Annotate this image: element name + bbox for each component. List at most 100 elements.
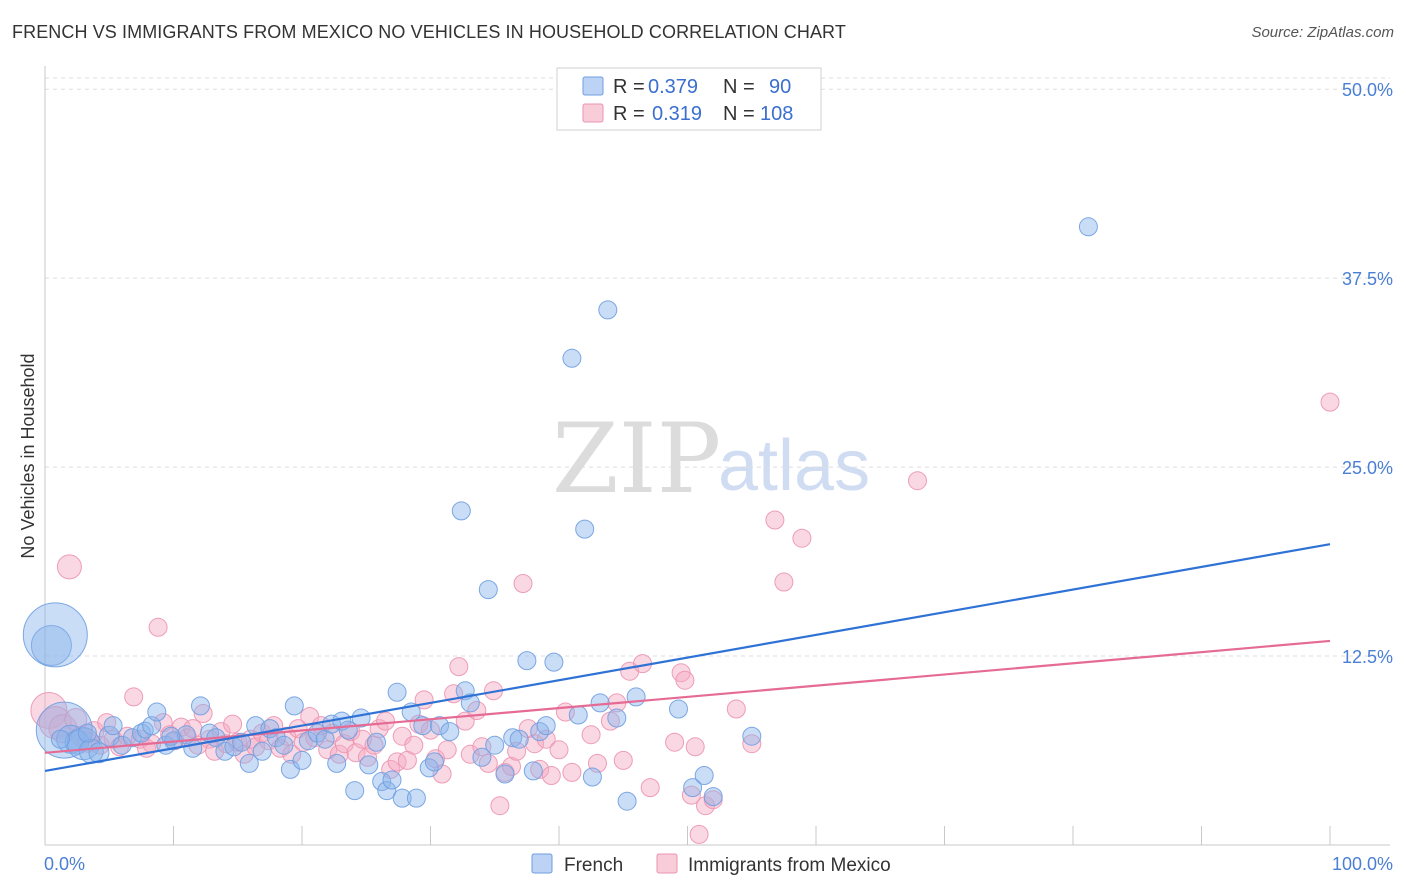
mexico-point: [502, 756, 521, 776]
x-tick-label-0: 0.0%: [44, 854, 85, 874]
mexico-point: [681, 785, 701, 805]
mexico-point: [689, 824, 709, 844]
mexico-point: [148, 617, 168, 637]
french-point: [284, 696, 304, 716]
mexico-point: [205, 741, 225, 761]
french-point: [626, 687, 646, 707]
french-point: [562, 348, 582, 368]
french-point: [22, 602, 88, 668]
french-point: [472, 747, 492, 767]
mexico-point: [536, 729, 556, 749]
mexico-point: [358, 747, 377, 767]
bottom-legend-swatch-mexico: [656, 853, 678, 874]
mexico-point: [640, 778, 660, 798]
series-mexico-points: [30, 392, 1340, 844]
x-tick-label-1: 100.0%: [1332, 854, 1393, 874]
trend-line-french: [44, 543, 1331, 773]
watermark-zip: ZIP: [552, 403, 721, 515]
mexico-point: [765, 510, 785, 530]
legend-r-label-mexico: R =: [613, 103, 645, 125]
french-point: [536, 716, 556, 736]
french-point: [274, 735, 294, 755]
french-point: [147, 702, 167, 722]
mexico-point: [742, 734, 762, 754]
y-tick-label-0: 12.5%: [1342, 647, 1393, 667]
bottom-legend-swatch-french: [531, 853, 553, 874]
mexico-point: [90, 735, 110, 755]
legend: R = 0.379 N = 90 R = 0.319 N = 108: [556, 67, 822, 131]
french-point: [252, 741, 272, 761]
french-point: [327, 753, 347, 773]
mexico-point: [792, 528, 812, 548]
french-point: [50, 729, 70, 749]
french-point: [440, 722, 460, 742]
french-point: [607, 708, 627, 728]
french-point: [103, 716, 123, 736]
french-point: [451, 501, 471, 521]
french-point: [292, 750, 312, 770]
french-point: [485, 735, 505, 755]
mexico-point: [223, 714, 243, 734]
legend-r-label-french: R =: [613, 76, 645, 98]
legend-n-label-french: N =: [723, 76, 755, 98]
mexico-point: [774, 572, 794, 592]
y-tick-label-1: 25.0%: [1342, 458, 1393, 478]
legend-r-value-french: 0.379: [648, 76, 698, 98]
watermark-atlas: atlas: [718, 426, 870, 506]
chart-source: Source: ZipAtlas.com: [1251, 24, 1394, 41]
bottom-legend: French Immigrants from Mexico: [531, 853, 891, 876]
legend-swatch-french: [582, 76, 604, 96]
y-tick-labels: 12.5% 25.0% 37.5% 50.0%: [1342, 80, 1393, 667]
mexico-point: [490, 796, 510, 816]
french-point: [430, 716, 449, 736]
bottom-legend-label-mexico: Immigrants from Mexico: [688, 855, 891, 876]
y-tick-label-2: 37.5%: [1342, 269, 1393, 289]
french-point: [617, 791, 637, 811]
mexico-point: [513, 574, 533, 593]
french-point: [509, 729, 529, 749]
mexico-point: [525, 734, 545, 754]
mexico-point: [193, 704, 213, 723]
mexico-point: [124, 687, 144, 707]
mexico-point: [581, 725, 601, 745]
mexico-point: [685, 737, 705, 757]
french-point: [382, 770, 402, 790]
french-point: [742, 726, 762, 746]
french-point: [67, 727, 100, 761]
legend-n-value-mexico: 108: [760, 103, 793, 125]
x-tick-labels: 0.0% 100.0%: [44, 854, 1393, 874]
legend-swatch-mexico: [582, 103, 604, 123]
chart-title: FRENCH VS IMMIGRANTS FROM MEXICO NO VEHI…: [12, 22, 846, 42]
mexico-point: [376, 711, 395, 731]
french-point: [523, 761, 543, 781]
legend-r-value-mexico: 0.319: [652, 103, 702, 125]
french-point: [77, 723, 97, 743]
mexico-point: [56, 554, 82, 580]
mexico-point: [908, 471, 927, 491]
french-point: [575, 519, 595, 539]
french-point: [372, 772, 392, 791]
french-point: [406, 788, 426, 808]
legend-n-label-mexico: N =: [723, 103, 755, 125]
mexico-point: [541, 766, 561, 785]
mexico-point: [352, 729, 372, 749]
french-point: [460, 693, 480, 713]
mexico-point: [549, 740, 569, 760]
french-point: [1078, 217, 1098, 237]
mexico-point: [613, 750, 633, 770]
french-point: [582, 767, 602, 787]
mexico-point: [387, 752, 407, 772]
french-point: [377, 781, 397, 801]
mexico-point: [530, 759, 550, 779]
french-point: [495, 764, 515, 784]
french-point: [367, 732, 386, 752]
french-point: [191, 696, 210, 716]
bottom-legend-label-french: French: [564, 855, 623, 876]
french-point: [239, 753, 259, 773]
mexico-point: [675, 670, 695, 690]
french-point: [568, 705, 588, 725]
french-point: [694, 766, 714, 785]
mexico-point: [726, 699, 746, 719]
french-point: [419, 758, 439, 778]
